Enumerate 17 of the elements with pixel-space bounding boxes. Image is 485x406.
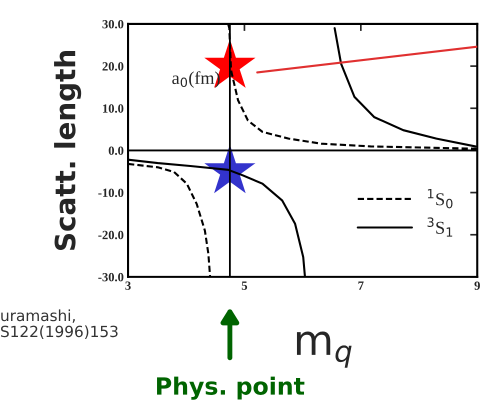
x-tick-label: 5 bbox=[242, 282, 248, 290]
legend-label: $^{1}$S$_{0}$ bbox=[428, 189, 453, 208]
text: uramashi, S122(1996)153 bbox=[1, 309, 118, 340]
y-tick-label: -10.0 bbox=[98, 188, 124, 198]
y-tick-label: 30.0 bbox=[102, 20, 124, 28]
y-tick-label: -20.0 bbox=[98, 230, 124, 240]
y-tick-label: -30.0 bbox=[98, 272, 124, 282]
legend-label: $^{3}$S$_{1}$ bbox=[428, 217, 452, 237]
y-tick-label: 0.0 bbox=[108, 146, 124, 155]
y-tick-label: 20.0 bbox=[102, 62, 124, 71]
x-tick-label: 9 bbox=[474, 281, 480, 290]
y-tick-label: 10.0 bbox=[103, 104, 124, 113]
text: Phys. point bbox=[157, 376, 304, 400]
y-axis-title: Scatt. length bbox=[54, 51, 82, 250]
x-axis-title: m$_{q}$ bbox=[296, 332, 352, 368]
x-tick-label: 3 bbox=[125, 281, 131, 290]
x-tick-label: 7 bbox=[358, 282, 364, 290]
